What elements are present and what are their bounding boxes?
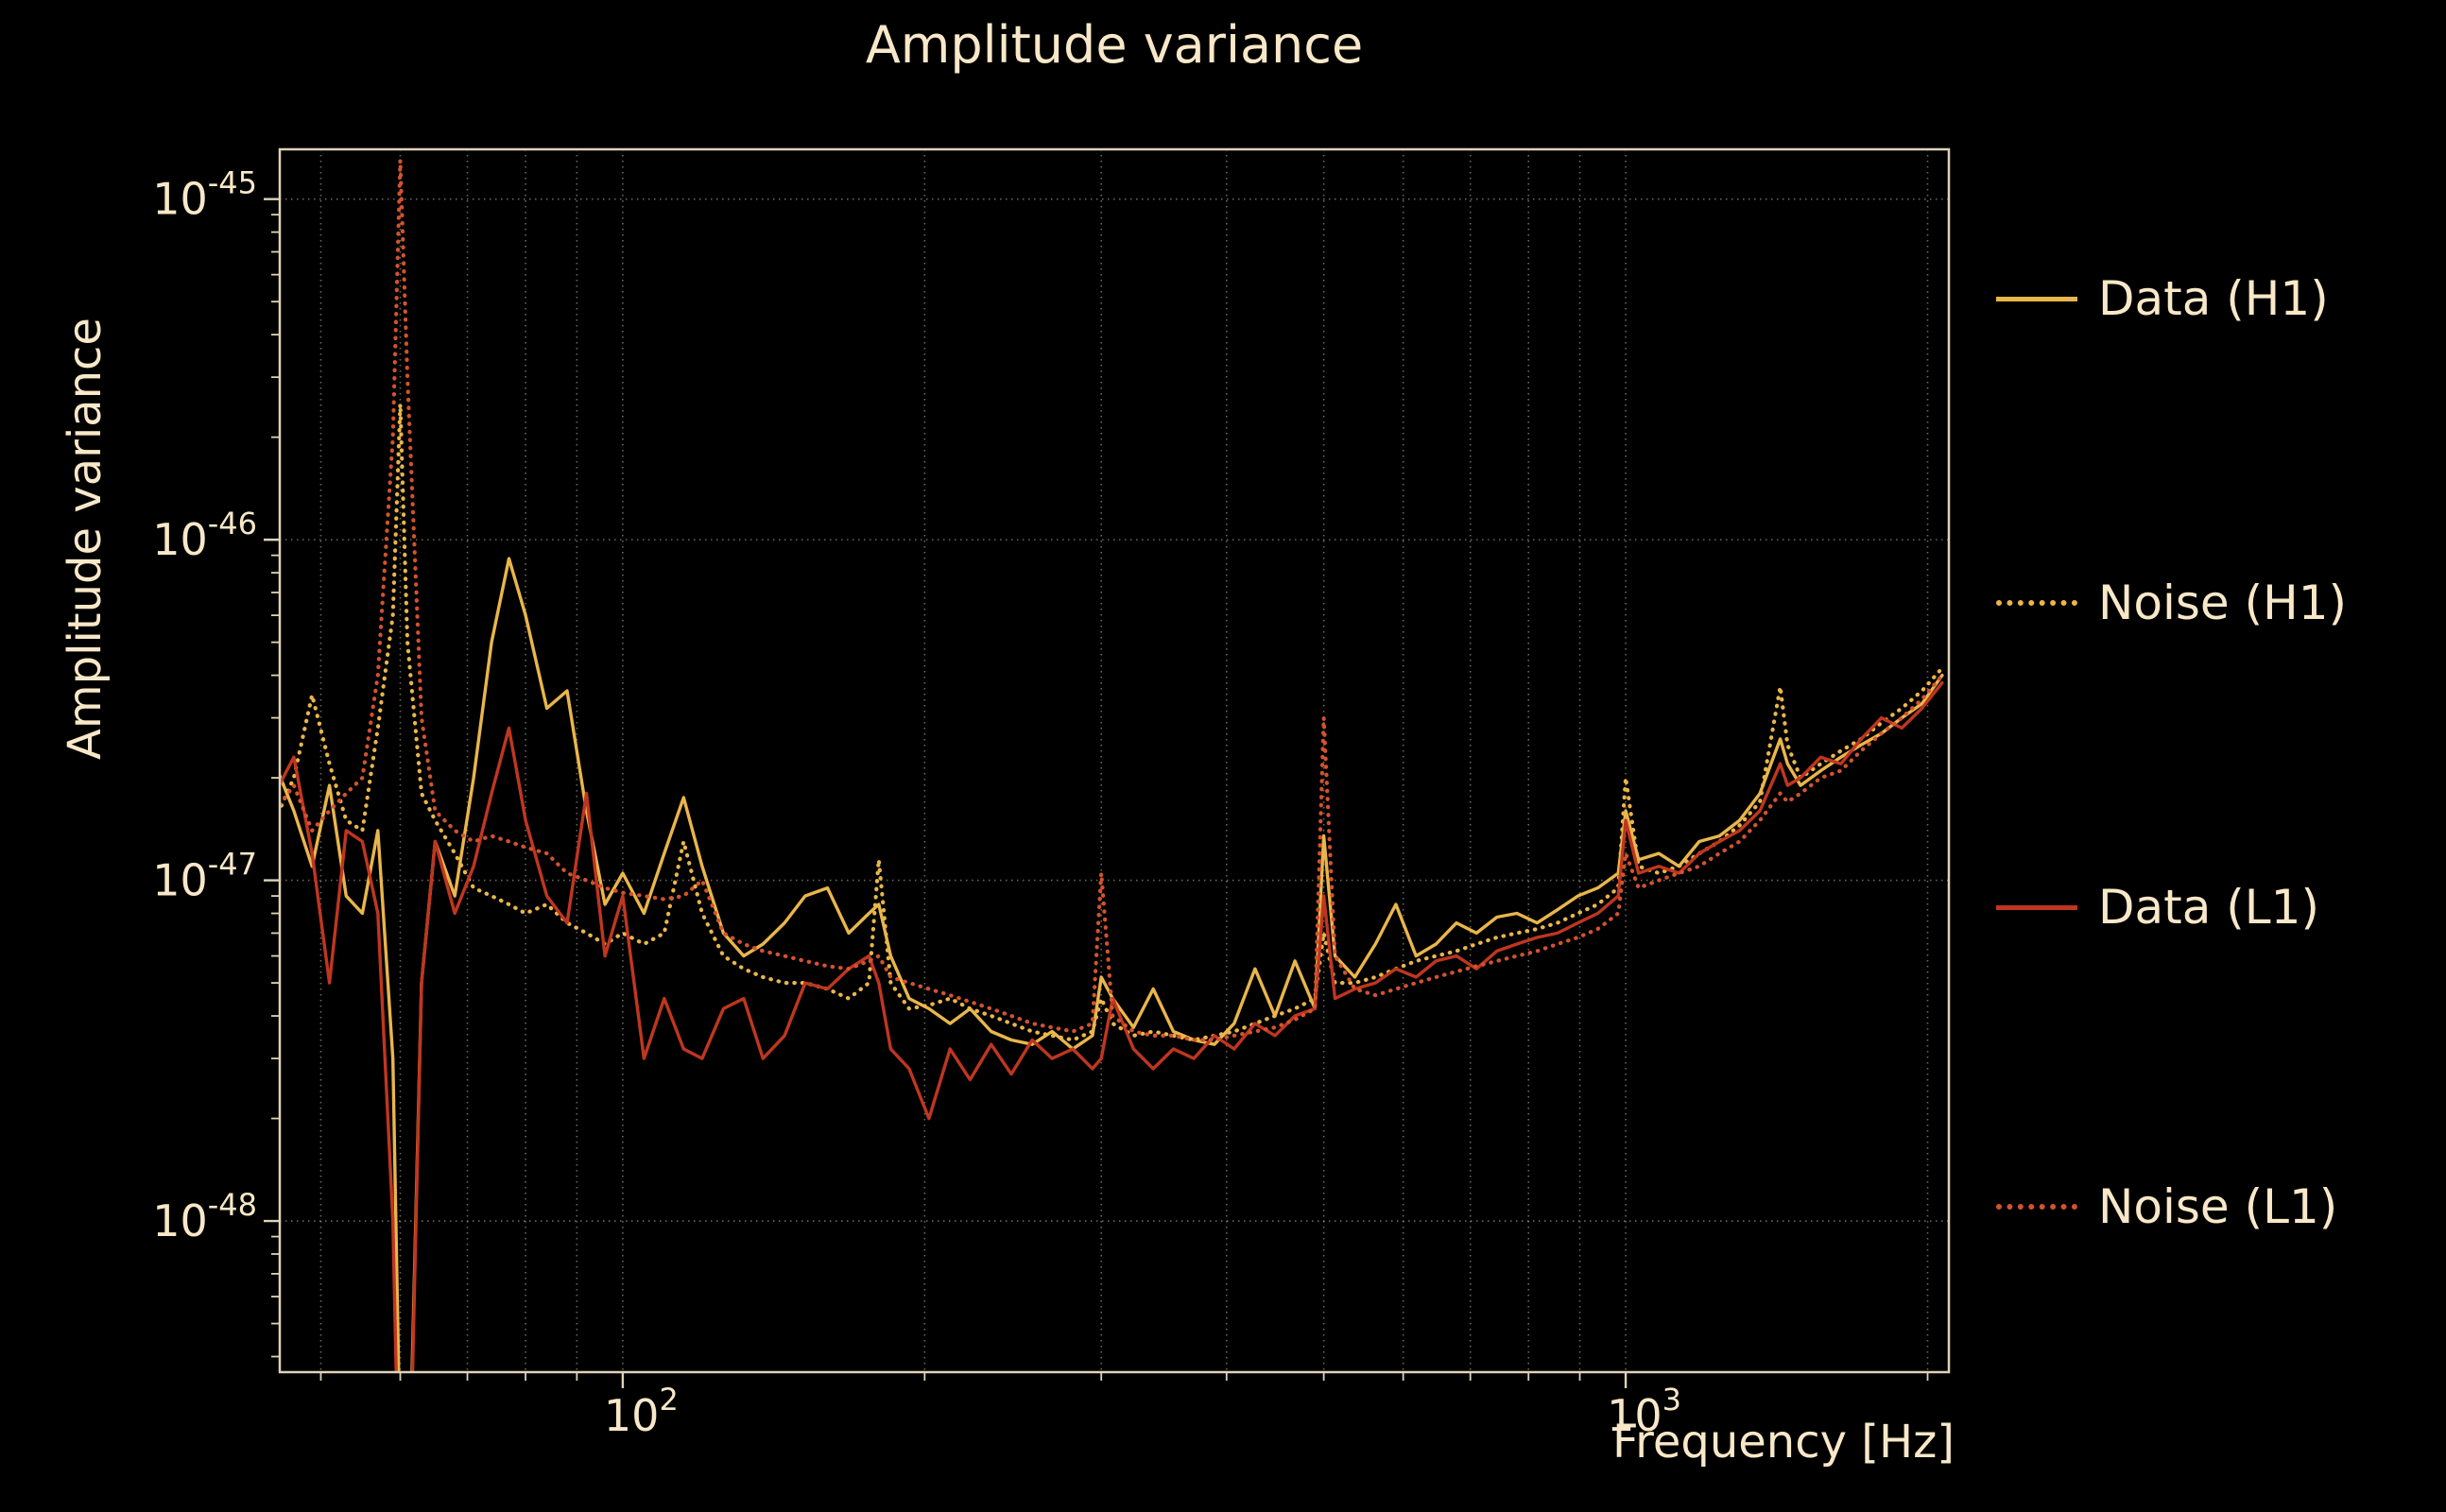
legend-label-noise-l1: Noise (L1)	[2098, 1179, 2338, 1234]
legend-item-data-h1: Data (H1)	[1996, 268, 2329, 329]
svg-text:102: 102	[604, 1382, 679, 1441]
legend-label-data-l1: Data (L1)	[2098, 880, 2319, 935]
x-axis-label: Frequency [Hz]	[1612, 1416, 1955, 1469]
legend-item-noise-l1: Noise (L1)	[1996, 1177, 2337, 1237]
legend: Data (H1) Noise (H1) Data (L1) Noise (L1…	[1996, 0, 2440, 1512]
legend-line-sample-noise-h1	[1996, 600, 2077, 606]
legend-item-noise-h1: Noise (H1)	[1996, 573, 2347, 633]
legend-item-data-l1: Data (L1)	[1996, 877, 2319, 937]
svg-text:10-47: 10-47	[152, 847, 257, 906]
svg-text:10-45: 10-45	[152, 165, 257, 225]
svg-text:10-46: 10-46	[152, 506, 257, 565]
legend-line-sample-data-l1	[1996, 904, 2077, 910]
legend-label-data-h1: Data (H1)	[2098, 271, 2329, 326]
svg-text:10-48: 10-48	[152, 1187, 257, 1246]
legend-line-sample-noise-l1	[1996, 1204, 2077, 1210]
chart-title: Amplitude variance	[865, 15, 1364, 75]
legend-line-sample-data-h1	[1996, 296, 2077, 301]
legend-label-noise-h1: Noise (H1)	[2098, 576, 2348, 630]
